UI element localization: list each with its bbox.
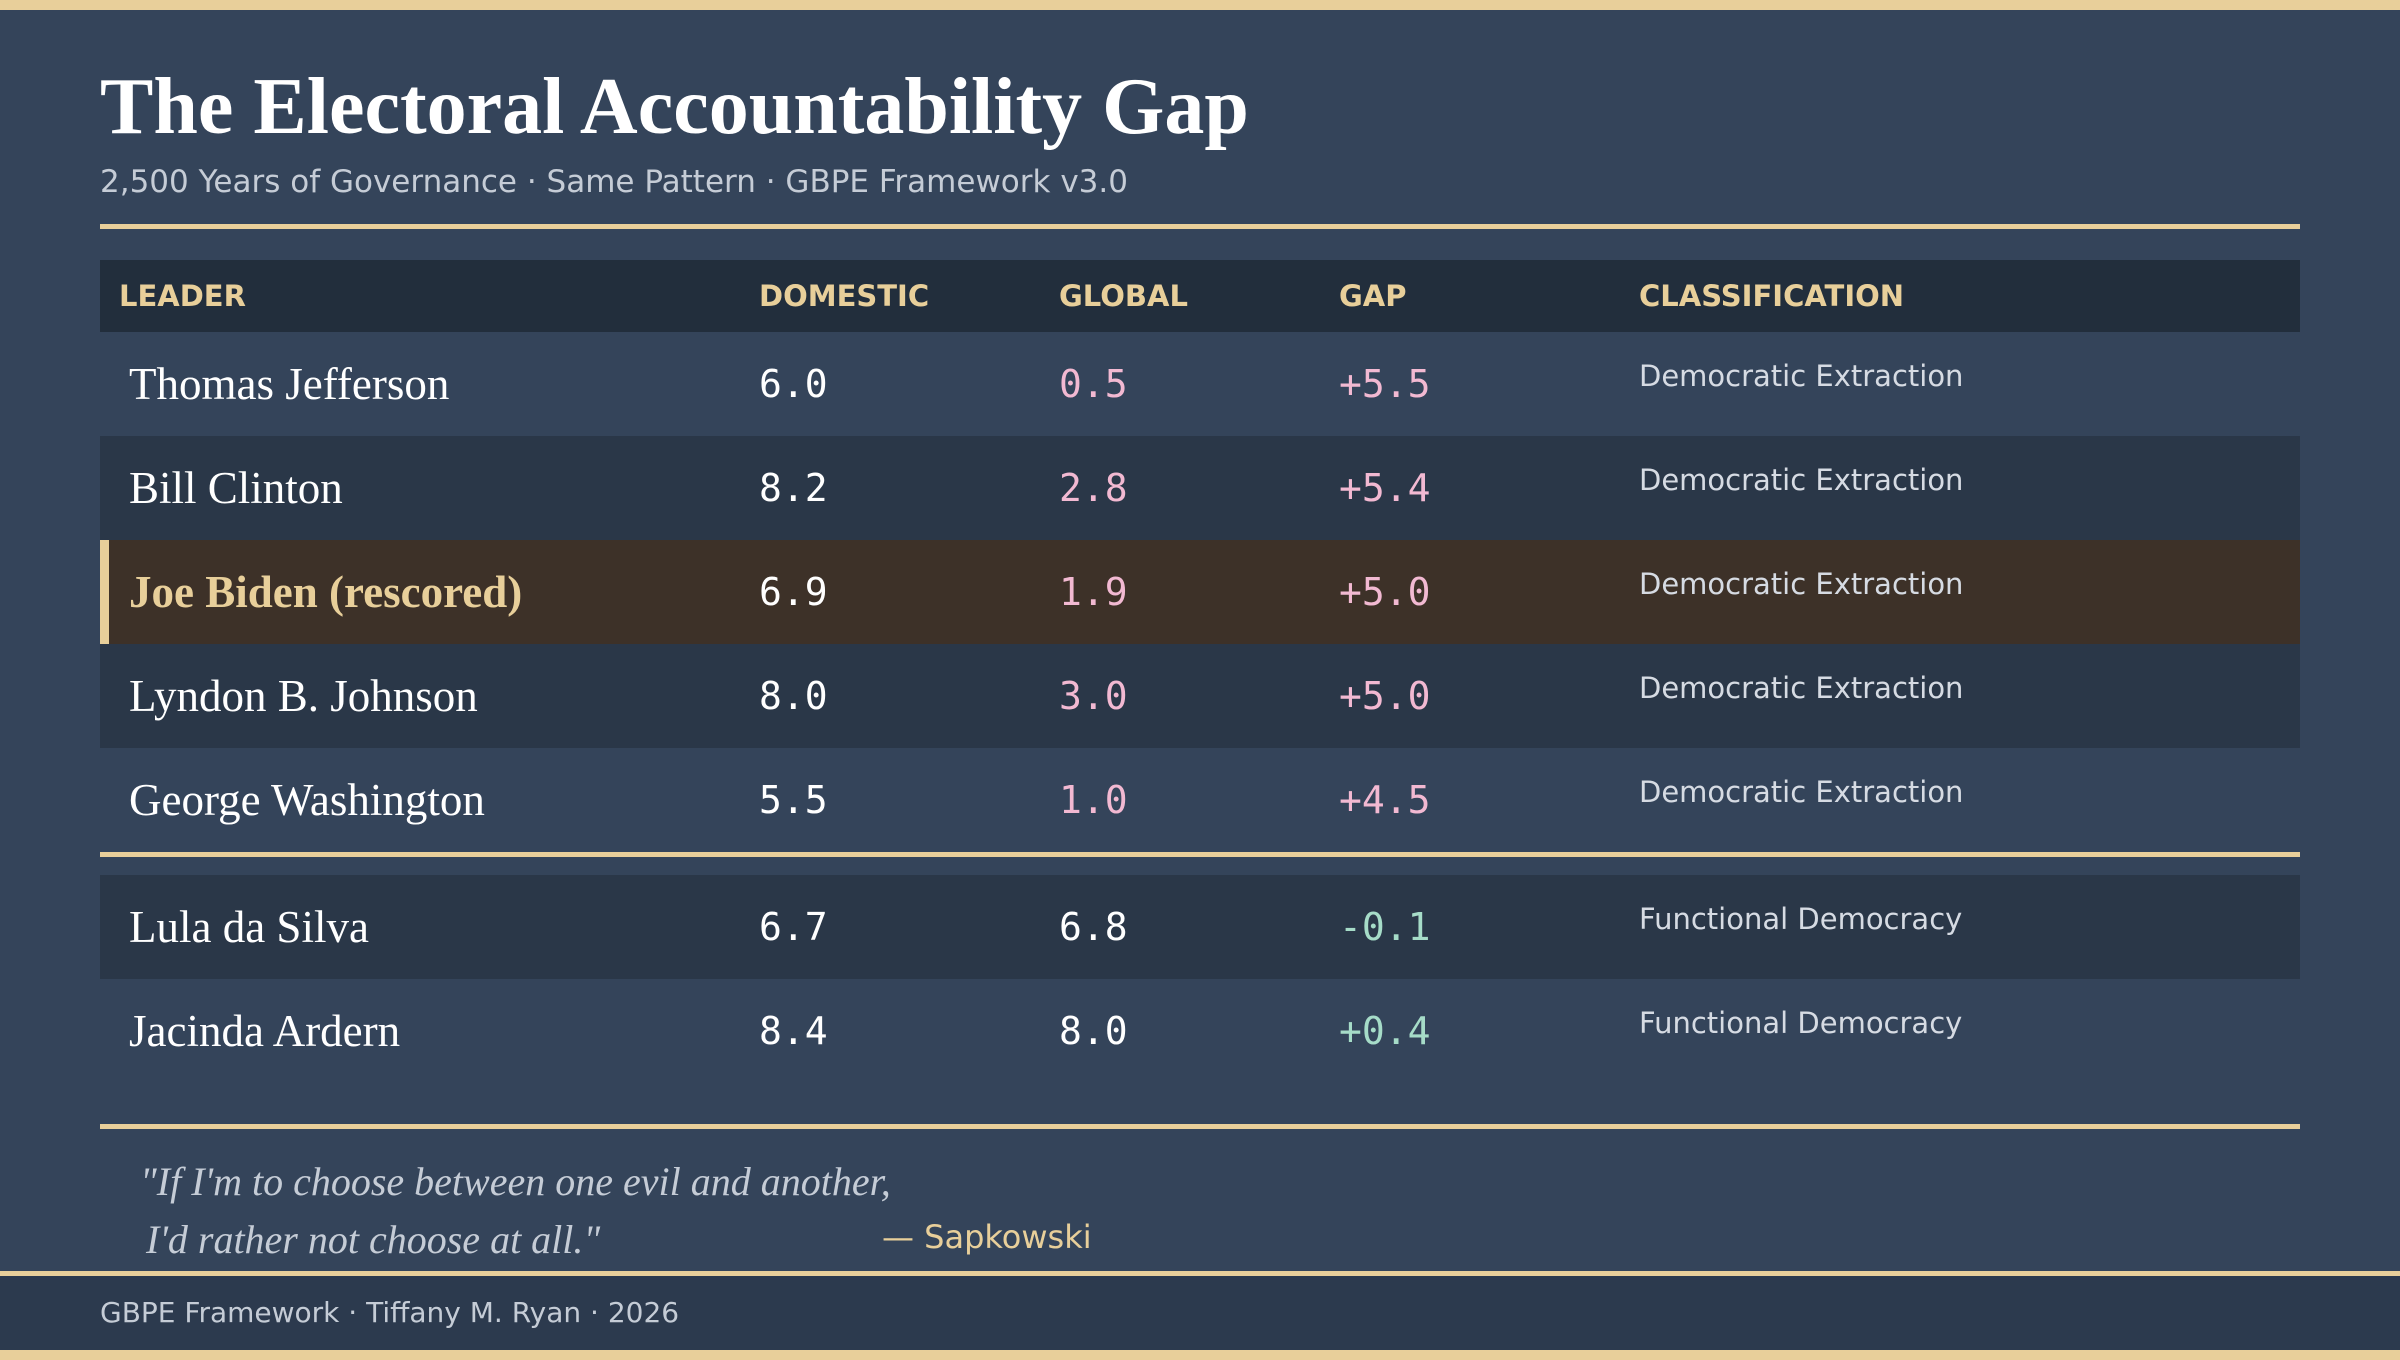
footer: GBPE Framework · Tiffany M. Ryan · 2026: [0, 1276, 2400, 1350]
column-header: DOMESTIC: [759, 279, 930, 313]
top-stripe: [0, 0, 2400, 10]
table-cell: +4.5: [1339, 778, 1431, 822]
table: LEADER DOMESTIC GLOBAL GAP CLASSIFICATION Tho…: [100, 260, 2300, 1083]
table-cell: 6.8: [1059, 905, 1128, 949]
divider: [100, 1124, 2300, 1129]
column-header: CLASSIFICATION: [1639, 279, 1905, 313]
table-row: Joe Biden (rescored) 6.9 1.9 +5.0 Democratic…: [100, 540, 2300, 644]
divider: [0, 1271, 2400, 1276]
table-cell: Lyndon B. Johnson: [129, 671, 478, 721]
table-cell: 8.4: [759, 1009, 828, 1053]
table-row: Lula da Silva 6.7 6.8 -0.1 Functional Democr…: [100, 875, 2300, 979]
table-cell: Democratic Extraction: [1639, 463, 1964, 497]
column-header: LEADER: [119, 279, 246, 313]
table-cell: Functional Democracy: [1639, 1006, 1963, 1040]
column-header: GAP: [1339, 279, 1407, 313]
table-cell: +5.4: [1339, 466, 1431, 510]
table-cell: 8.0: [759, 674, 828, 718]
table-cell: 2.8: [1059, 466, 1128, 510]
table-cell: 1.0: [1059, 778, 1128, 822]
table-cell: -0.1: [1339, 905, 1431, 949]
table-cell: Joe Biden (rescored): [129, 567, 523, 617]
table-cell: 8.2: [759, 466, 828, 510]
group-separator: [100, 852, 2300, 857]
table-row: George Washington 5.5 1.0 +4.5 Democratic Ex…: [100, 748, 2300, 852]
table-cell: 1.9: [1059, 570, 1128, 614]
table-cell: Democratic Extraction: [1639, 775, 1964, 809]
table-cell: 6.9: [759, 570, 828, 614]
bottom-stripe: [0, 1350, 2400, 1360]
table-row: Bill Clinton 8.2 2.8 +5.4 Democratic Extract…: [100, 436, 2300, 540]
table-cell: 5.5: [759, 778, 828, 822]
title: The Electoral Accountability Gap: [100, 63, 1249, 151]
row-group: Thomas Jefferson 6.0 0.5 +5.5 Democratic Ext…: [100, 332, 2300, 852]
table-cell: Lula da Silva: [129, 902, 369, 952]
table-cell: Democratic Extraction: [1639, 671, 1964, 705]
table-row: Lyndon B. Johnson 8.0 3.0 +5.0 Democratic Ex…: [100, 644, 2300, 748]
table-cell: 3.0: [1059, 674, 1128, 718]
column-header: GLOBAL: [1059, 279, 1188, 313]
header-row: LEADER DOMESTIC GLOBAL GAP CLASSIFICATION: [100, 260, 2300, 332]
table-cell: Thomas Jefferson: [129, 359, 450, 409]
table-cell: Functional Democracy: [1639, 902, 1963, 936]
table-cell: +5.5: [1339, 362, 1431, 406]
subtitle: 2,500 Years of Governance · Same Pattern…: [100, 164, 1128, 200]
table-cell: George Washington: [129, 775, 485, 825]
table-row: Jacinda Ardern 8.4 8.0 +0.4 Functional Democ…: [100, 979, 2300, 1083]
table-cell: 6.0: [759, 362, 828, 406]
table-cell: 6.7: [759, 905, 828, 949]
table-cell: Jacinda Ardern: [129, 1006, 401, 1056]
table-cell: +5.0: [1339, 570, 1431, 614]
table-row: Thomas Jefferson 6.0 0.5 +5.5 Democratic Ext…: [100, 332, 2300, 436]
row-group: Lula da Silva 6.7 6.8 -0.1 Functional Democr…: [100, 875, 2300, 1083]
quote-line: "If I'm to choose between one evil and a…: [140, 1159, 891, 1204]
quote-attribution: — Sapkowski: [882, 1218, 1092, 1256]
table-cell: 0.5: [1059, 362, 1128, 406]
divider: [100, 224, 2300, 229]
quote-line: I'd rather not choose at all.": [146, 1217, 601, 1262]
footer-text: GBPE Framework · Tiffany M. Ryan · 2026: [100, 1296, 680, 1329]
table-cell: Democratic Extraction: [1639, 567, 1964, 601]
table-cell: 8.0: [1059, 1009, 1128, 1053]
table-cell: Bill Clinton: [129, 463, 343, 513]
table-cell: +0.4: [1339, 1009, 1431, 1053]
table-cell: +5.0: [1339, 674, 1431, 718]
table-cell: Democratic Extraction: [1639, 359, 1964, 393]
